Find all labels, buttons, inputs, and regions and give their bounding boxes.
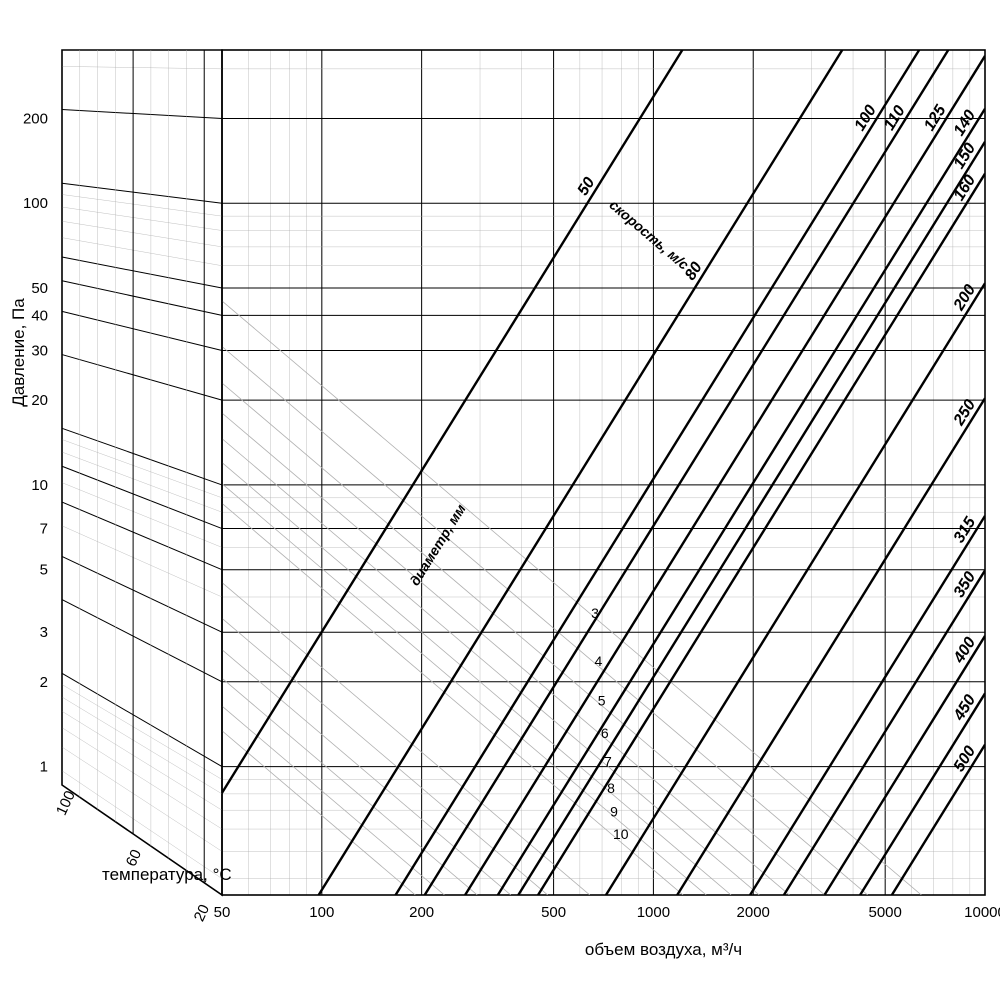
y-tick-label: 20 — [31, 392, 48, 409]
velocity-label: 7 — [604, 753, 612, 769]
velocity-label: 8 — [607, 780, 615, 796]
y-axis-label: Давление, Па — [9, 298, 28, 407]
y-tick-label: 50 — [31, 280, 48, 297]
velocity-label: 4 — [594, 653, 602, 669]
y-tick-label: 30 — [31, 343, 48, 360]
velocity-lines — [222, 301, 921, 895]
y-tick-label: 2 — [40, 674, 48, 691]
diameter-label: 350 — [951, 569, 980, 601]
x-tick-label: 5000 — [868, 904, 901, 921]
diameter-label: 500 — [951, 743, 980, 775]
x-tick-label: 50 — [214, 904, 231, 921]
velocity-series-title: скорость, м/с — [606, 197, 692, 273]
velocity-label: 10 — [613, 826, 629, 842]
velocity-label: 6 — [601, 725, 609, 741]
diameter-label: 50 — [575, 174, 599, 198]
nomograph-chart: 5080100110125140150160200250315350400450… — [0, 0, 1000, 993]
diameter-label: 150 — [951, 140, 980, 172]
temperature-tick-label: 100 — [53, 788, 79, 818]
y-tick-label: 1 — [40, 759, 48, 776]
x-tick-label: 100 — [309, 904, 334, 921]
x-tick-label: 1000 — [637, 904, 670, 921]
y-tick-label: 10 — [31, 477, 48, 494]
x-tick-label: 10000 — [964, 904, 1000, 921]
diameter-label: 100 — [851, 102, 880, 134]
y-tick-label: 3 — [40, 624, 48, 641]
diameter-label: 160 — [951, 172, 980, 204]
velocity-label: 5 — [598, 692, 606, 708]
y-tick-label: 7 — [40, 521, 48, 538]
x-tick-label: 500 — [541, 904, 566, 921]
x-axis-label: объем воздуха, м³/ч — [585, 940, 742, 959]
diameter-label: 140 — [951, 107, 980, 139]
y-tick-label: 5 — [40, 562, 48, 579]
y-tick-label: 100 — [23, 195, 48, 212]
x-tick-label: 2000 — [737, 904, 770, 921]
x-tick-label: 200 — [409, 904, 434, 921]
velocity-label: 9 — [610, 804, 618, 820]
y-tick-label: 200 — [23, 110, 48, 127]
y-tick-label: 40 — [31, 307, 48, 324]
velocity-label: 3 — [591, 605, 599, 621]
diameter-series-title: диаметр, мм — [406, 501, 469, 589]
temperature-axis-label: температура, °C — [102, 865, 232, 884]
temperature-panel: 1006020температура, °C — [53, 50, 232, 924]
temperature-tick-label: 20 — [191, 902, 213, 924]
